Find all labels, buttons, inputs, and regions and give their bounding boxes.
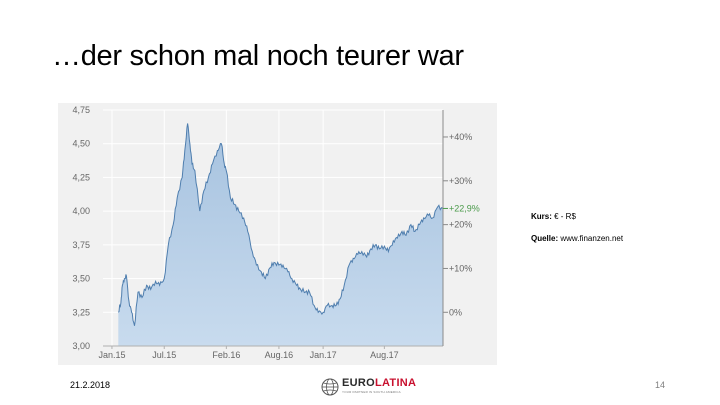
quelle-label: Quelle: bbox=[531, 234, 559, 243]
y-tick-label-right: 0% bbox=[449, 307, 462, 317]
series-area bbox=[118, 123, 444, 346]
logo-wordmark: EUROLATINA bbox=[342, 377, 416, 389]
y-tick-label-right: +10% bbox=[449, 263, 472, 273]
quelle-value: www.finanzen.net bbox=[560, 234, 624, 243]
logo-latina: LATINA bbox=[374, 377, 417, 389]
kurs-label: Kurs: bbox=[531, 212, 552, 221]
y-tick-label-left: 3,25 bbox=[72, 307, 90, 317]
y-tick-label-left: 4,50 bbox=[72, 139, 90, 149]
page-title: …der schon mal noch teurer war bbox=[52, 40, 464, 72]
logo-euro: EURO bbox=[342, 377, 375, 389]
series-line bbox=[117, 123, 444, 326]
chart-panel: 3,00 3,25 3,50 3,75 4,00 4,25 4,50 4,75 0% +10% +2… bbox=[58, 103, 497, 365]
x-tick-label: Jul.15 bbox=[152, 350, 176, 360]
quelle-row: Quelle: www.finanzen.net bbox=[531, 233, 623, 244]
company-logo: EUROLATINA YOUR PARTNER IN SOUTH AMERICA bbox=[320, 375, 420, 399]
y-tick-label-left: 4,75 bbox=[72, 105, 90, 115]
y-tick-label-left: 4,00 bbox=[72, 206, 90, 216]
x-tick-label: Aug.17 bbox=[370, 350, 399, 360]
globe-icon bbox=[321, 378, 339, 396]
current-value-label: +22,9% bbox=[449, 203, 480, 213]
x-tick-label: Jan.15 bbox=[98, 350, 125, 360]
y-tick-label-right: +20% bbox=[449, 220, 472, 230]
y-tick-label-left: 3,00 bbox=[72, 341, 90, 351]
x-tick-label: Jan.17 bbox=[310, 350, 337, 360]
price-chart: 3,00 3,25 3,50 3,75 4,00 4,25 4,50 4,75 0% +10% +2… bbox=[72, 105, 480, 360]
kurs-value: € - R$ bbox=[554, 212, 576, 221]
slide-date: 21.2.2018 bbox=[70, 380, 111, 390]
chart-info: Kurs: € - R$ Quelle: www.finanzen.net bbox=[531, 211, 623, 244]
kurs-row: Kurs: € - R$ bbox=[531, 211, 623, 222]
y-tick-label-right: +30% bbox=[449, 176, 472, 186]
y-tick-label-left: 4,25 bbox=[72, 172, 90, 182]
page-number: 14 bbox=[655, 380, 666, 390]
logo-tagline: YOUR PARTNER IN SOUTH AMERICA bbox=[342, 390, 401, 394]
x-tick-label: Aug.16 bbox=[265, 350, 294, 360]
y-tick-label-right: +40% bbox=[449, 132, 472, 142]
x-tick-label: Feb.16 bbox=[212, 350, 240, 360]
y-tick-label-left: 3,50 bbox=[72, 274, 90, 284]
y-tick-label-left: 3,75 bbox=[72, 240, 90, 250]
